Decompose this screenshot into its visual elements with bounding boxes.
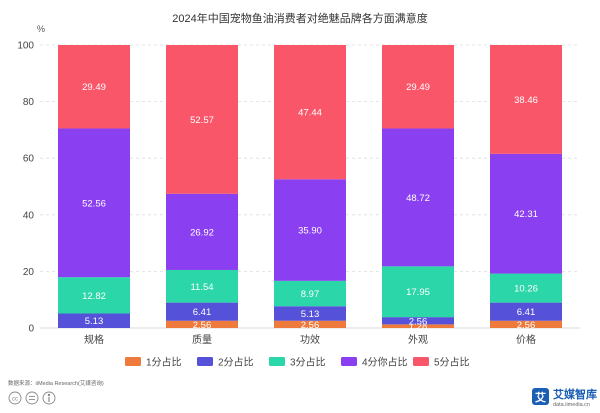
x-tick-label: 规格 bbox=[84, 333, 104, 346]
data-label: 2.56 bbox=[301, 320, 320, 331]
data-label: 2.56 bbox=[193, 320, 212, 331]
data-label: 6.41 bbox=[193, 307, 212, 318]
by-icon bbox=[42, 391, 56, 405]
data-label: 52.57 bbox=[190, 115, 214, 126]
x-tick-label: 外观 bbox=[408, 334, 428, 346]
y-tick-label: 40 bbox=[23, 210, 35, 221]
legend-label: 5分占比 bbox=[434, 356, 470, 369]
legend-swatch bbox=[125, 357, 141, 366]
legend-label: 3分占比 bbox=[290, 356, 326, 369]
bar-segment bbox=[274, 45, 346, 180]
x-tick-label: 质量 bbox=[192, 334, 212, 346]
y-tick-label: 60 bbox=[23, 154, 35, 165]
bar-segment bbox=[382, 317, 454, 325]
legend-swatch bbox=[341, 357, 357, 366]
equals-icon bbox=[25, 391, 39, 405]
data-label: 12.82 bbox=[82, 291, 106, 302]
y-tick-label: 100 bbox=[17, 41, 34, 52]
logo-mark bbox=[532, 388, 549, 405]
bar-segment bbox=[58, 313, 130, 328]
legend-item[interactable]: 3分占比 bbox=[269, 356, 326, 369]
y-tick-label: 20 bbox=[23, 267, 35, 278]
brand-logo: 艾 艾媒智库 data.iimedia.cn bbox=[532, 387, 597, 408]
x-axis: 规格 质量 功效 外观 价格 bbox=[84, 333, 536, 346]
data-label: 52.56 bbox=[82, 198, 106, 209]
data-label: 5.13 bbox=[85, 316, 104, 327]
data-label: 48.72 bbox=[406, 193, 430, 204]
data-label: 17.95 bbox=[406, 287, 430, 298]
data-label: 6.41 bbox=[517, 307, 536, 318]
bar-segment bbox=[382, 128, 454, 267]
bar-segment bbox=[166, 302, 238, 321]
legend-swatch bbox=[413, 357, 429, 366]
data-label: 2.56 bbox=[517, 320, 536, 331]
data-label: 35.90 bbox=[298, 226, 322, 237]
legend[interactable]: 1分占比 2分占比 3分占比 4分你占比 5分占比 bbox=[125, 356, 470, 369]
data-label: 29.49 bbox=[82, 82, 106, 93]
legend-item[interactable]: 2分占比 bbox=[197, 356, 254, 369]
bar-segment bbox=[58, 45, 130, 129]
bar-segment bbox=[490, 273, 562, 303]
bar-segment bbox=[166, 193, 238, 270]
data-label: 47.44 bbox=[298, 108, 322, 119]
x-tick-label: 价格 bbox=[516, 333, 536, 346]
data-label: 2.56 bbox=[409, 316, 428, 327]
logo-name: 艾媒智库 bbox=[553, 387, 597, 401]
data-label: 8.97 bbox=[301, 289, 320, 300]
svg-text:艾: 艾 bbox=[535, 390, 546, 404]
data-label: 42.31 bbox=[514, 209, 538, 220]
bar-segment bbox=[382, 324, 454, 328]
bars: 0.005.1312.8252.5629.492.566.4111.5426.9… bbox=[58, 45, 562, 335]
data-label: 38.46 bbox=[514, 95, 538, 106]
chart-title: 2024年中国宠物鱼油消费者对绝魅品牌各方面满意度 bbox=[172, 11, 427, 25]
license-icons: cc bbox=[8, 391, 56, 405]
bar-segment bbox=[274, 179, 346, 281]
logo-url: data.iimedia.cn bbox=[553, 402, 590, 408]
bar-segment bbox=[58, 128, 130, 278]
data-label: 29.49 bbox=[406, 82, 430, 93]
bar-segment bbox=[166, 269, 238, 303]
bar-segment bbox=[490, 153, 562, 274]
bar-segment bbox=[382, 45, 454, 129]
legend-label: 1分占比 bbox=[146, 356, 182, 369]
legend-swatch bbox=[197, 357, 213, 366]
data-label: 26.92 bbox=[190, 227, 214, 238]
y-tick-label: 80 bbox=[23, 97, 35, 108]
data-label: 0.00 bbox=[85, 324, 104, 335]
bar-segment bbox=[274, 280, 346, 307]
bar-segment bbox=[490, 45, 562, 154]
legend-swatch bbox=[269, 357, 285, 366]
legend-item[interactable]: 1分占比 bbox=[125, 356, 182, 369]
data-label: 5.13 bbox=[301, 309, 320, 320]
legend-item[interactable]: 4分你占比 bbox=[341, 356, 408, 369]
x-tick-label: 功效 bbox=[300, 333, 320, 346]
data-label: 11.54 bbox=[190, 282, 213, 293]
data-label: 1.28 bbox=[409, 322, 428, 333]
y-tick-label: 0 bbox=[28, 324, 34, 335]
bar-segment bbox=[166, 45, 238, 194]
source-note: 数据来源：iiMedia Research(艾媒咨询) bbox=[8, 379, 104, 387]
bar-segment bbox=[58, 277, 130, 314]
y-axis-unit: % bbox=[37, 24, 45, 34]
legend-label: 2分占比 bbox=[218, 356, 254, 369]
y-axis: 0 20 40 60 80 100 bbox=[17, 41, 34, 335]
bar-segment bbox=[166, 320, 238, 328]
legend-label: 4分你占比 bbox=[362, 356, 408, 369]
bar-segment bbox=[490, 302, 562, 321]
legend-item[interactable]: 5分占比 bbox=[413, 356, 470, 369]
bar-segment bbox=[382, 266, 454, 318]
data-label: 10.26 bbox=[514, 284, 538, 295]
svg-text:cc: cc bbox=[12, 397, 18, 403]
bar-segment bbox=[490, 320, 562, 328]
cc-icon: cc bbox=[8, 391, 22, 405]
bar-segment bbox=[274, 320, 346, 328]
bar-segment bbox=[274, 306, 346, 321]
